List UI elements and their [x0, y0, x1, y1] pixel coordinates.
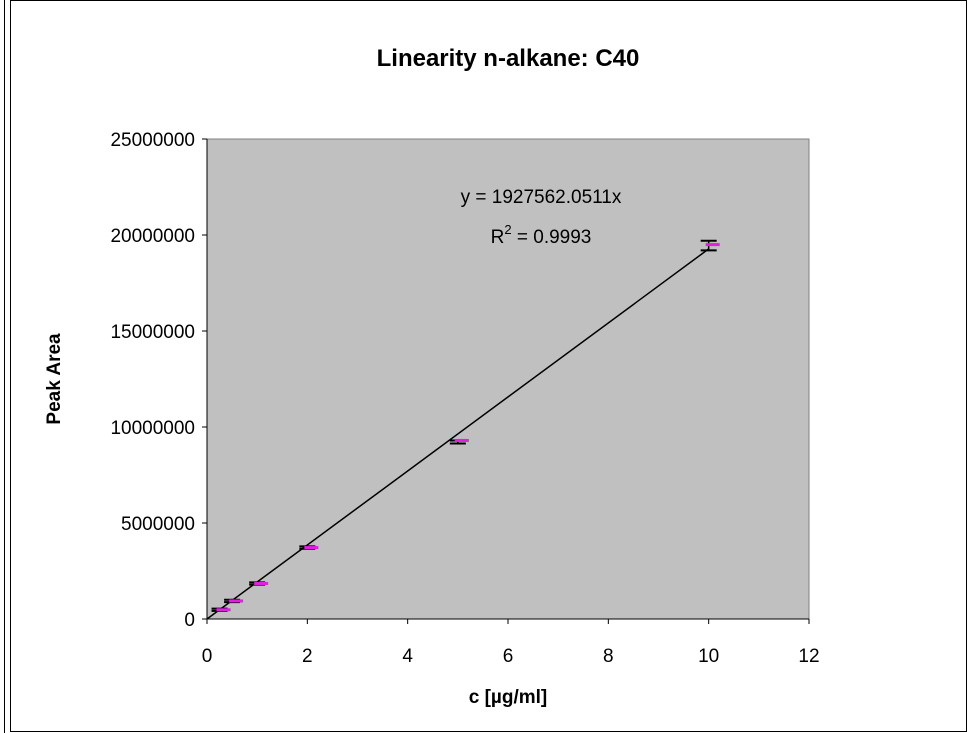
y-tick-label: 15000000 [110, 322, 195, 343]
x-tick-label: 4 [402, 646, 413, 667]
r-squared-r: R [491, 227, 505, 248]
r-squared-sup: 2 [504, 222, 511, 237]
ticks: 0 2 4 6 8 10 12 0 5000000 10000000 15000000 2000000… [110, 130, 819, 667]
y-tick-label: 0 [184, 610, 195, 631]
data-marks [211, 239, 720, 612]
x-tick-label: 8 [603, 646, 614, 667]
x-tick-label: 6 [503, 646, 514, 667]
r-squared-label: R2 = 0.9993 [491, 222, 592, 248]
trendline-group [206, 248, 710, 620]
plot-area [206, 138, 810, 620]
y-tick-label: 25000000 [110, 130, 195, 151]
x-tick-label: 10 [698, 646, 719, 667]
x-tick-label: 12 [798, 646, 819, 667]
trendline-equation: y = 1927562.0511x [461, 187, 622, 208]
chart-frame [10, 0, 967, 732]
x-tick-label: 2 [302, 646, 313, 667]
y-tick-label: 5000000 [121, 514, 195, 535]
y-axis-title: Peak Area [44, 333, 65, 425]
frame-left-edge [4, 0, 5, 733]
x-tick-label: 0 [202, 646, 213, 667]
chart-title: Linearity n-alkane: C40 [377, 45, 640, 72]
y-tick-label: 10000000 [110, 418, 195, 439]
trendline [206, 248, 710, 620]
r-squared-value: = 0.9993 [512, 227, 592, 248]
y-tick-label: 20000000 [110, 226, 195, 247]
x-axis-title: c [µg/ml] [469, 687, 548, 708]
